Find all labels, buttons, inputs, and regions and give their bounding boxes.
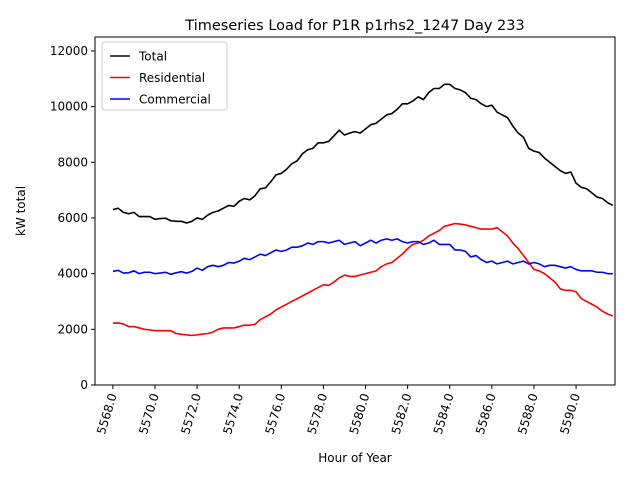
y-tick-label: 4000: [57, 267, 88, 281]
plot-frame: [94, 36, 616, 386]
legend-frame: [101, 41, 228, 111]
y-tick-label: 6000: [57, 211, 88, 225]
legend-label-commercial: Commercial: [139, 93, 211, 107]
x-axis-label: Hour of Year: [318, 451, 392, 465]
y-axis-label: kW total: [14, 186, 28, 236]
series-line-total: [112, 83, 614, 224]
plot-lines: [112, 83, 614, 337]
y-tick-label: 0: [80, 378, 88, 392]
legend-label-total: Total: [138, 50, 167, 64]
chart-title: Timeseries Load for P1R p1rhs2_1247 Day …: [184, 18, 524, 34]
legend-label-residential: Residential: [139, 71, 205, 85]
legend: Total Residential Commercial: [101, 41, 228, 111]
y-tick-label: 10000: [50, 100, 88, 114]
y-axis-ticks: 0 2000 4000 6000 8000 10000 12000: [50, 44, 95, 392]
y-tick-label: 8000: [57, 155, 88, 169]
legend-items: Total Residential Commercial: [110, 50, 211, 107]
series-line-commercial: [112, 238, 613, 276]
y-tick-label: 12000: [50, 44, 88, 58]
y-tick-label: 2000: [57, 322, 88, 336]
